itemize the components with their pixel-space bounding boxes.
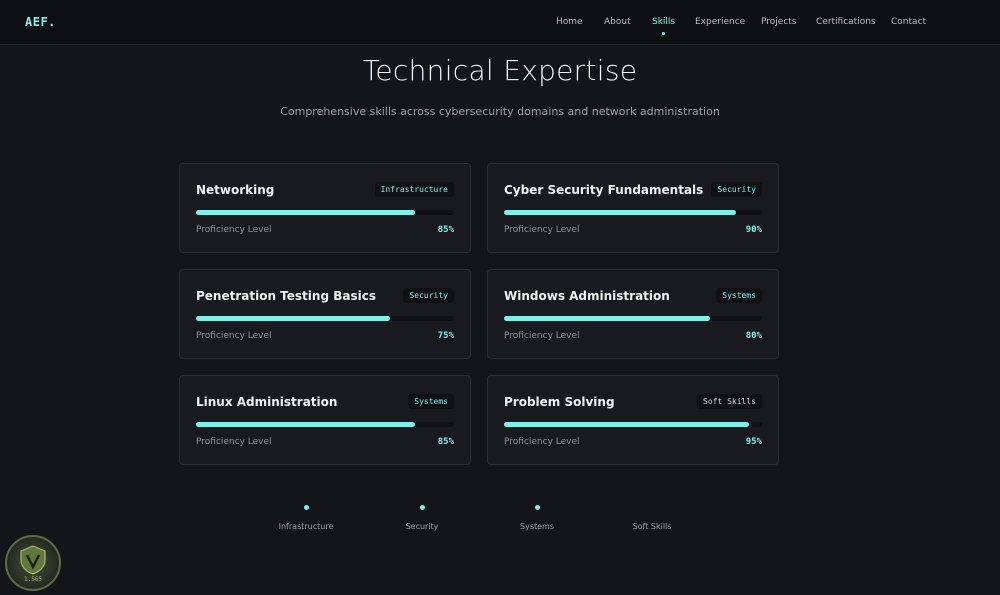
legend-dot (534, 505, 540, 510)
section-title: Technical Expertise (362, 54, 638, 87)
proficiency-bar (504, 422, 762, 427)
top-navbar: AEF. Home About Skills Experience Projec… (0, 0, 1000, 45)
nav-certifications[interactable]: Certifications (816, 17, 876, 27)
proficiency-bar (504, 316, 762, 321)
proficiency-bar (196, 422, 454, 427)
proficiency-bar (196, 210, 454, 215)
proficiency-label: Proficiency Level (504, 437, 580, 447)
skill-card-linux-administration: Linux Administration Systems Proficiency… (179, 375, 471, 465)
proficiency-label: Proficiency Level (196, 225, 272, 235)
proficiency-label: Proficiency Level (504, 331, 580, 341)
legend-label: Infrastructure (278, 522, 334, 531)
proficiency-bar-fill (196, 422, 416, 427)
proficiency-label: Proficiency Level (196, 331, 272, 341)
nav-links: Home About Skills Experience Projects Ce… (0, 17, 1000, 37)
skill-category-tag: Security (711, 182, 762, 197)
badge-text: 1.565 (23, 576, 43, 583)
legend-label: Systems (520, 522, 554, 531)
legend-dot (303, 505, 309, 510)
skill-category-tag: Infrastructure (374, 182, 454, 197)
proficiency-bar-fill (196, 316, 390, 321)
proficiency-value: 80% (745, 331, 762, 341)
skill-category-tag: Systems (408, 394, 454, 409)
nav-skills[interactable]: Skills (652, 17, 676, 35)
nav-contact[interactable]: Contact (891, 17, 927, 27)
legend-label: Security (405, 522, 439, 531)
proficiency-value: 90% (745, 225, 762, 235)
proficiency-value: 75% (437, 331, 454, 341)
skill-name: Problem Solving (504, 395, 615, 409)
legend-item-soft-skills: Soft Skills (612, 505, 692, 531)
legend-dot (419, 505, 425, 510)
watermark-badge: 1.565 (5, 535, 61, 591)
proficiency-bar-fill (504, 210, 737, 215)
skill-card-windows-administration: Windows Administration Systems Proficien… (487, 269, 779, 359)
proficiency-bar (504, 210, 762, 215)
skill-category-tag: Security (403, 288, 454, 303)
skill-name: Networking (196, 183, 275, 197)
skill-card-cyber-security: Cyber Security Fundamentals Security Pro… (487, 163, 779, 253)
proficiency-bar-fill (504, 422, 750, 427)
skill-category-tag: Systems (716, 288, 762, 303)
proficiency-value: 85% (437, 225, 454, 235)
proficiency-value: 95% (745, 437, 762, 447)
legend-item-security: Security (382, 505, 462, 531)
proficiency-bar-fill (504, 316, 711, 321)
legend-item-systems: Systems (497, 505, 577, 531)
skill-card-penetration-testing: Penetration Testing Basics Security Prof… (179, 269, 471, 359)
skill-name: Windows Administration (504, 289, 670, 303)
legend-item-infrastructure: Infrastructure (266, 505, 346, 531)
legend-label: Soft Skills (632, 522, 672, 531)
skill-name: Linux Administration (196, 395, 338, 409)
skill-card-networking: Networking Infrastructure Proficiency Le… (179, 163, 471, 253)
skill-name: Cyber Security Fundamentals (504, 183, 704, 197)
active-indicator-dot (662, 32, 666, 35)
proficiency-bar-fill (196, 210, 416, 215)
nav-experience[interactable]: Experience (695, 17, 746, 27)
shield-icon (20, 545, 46, 575)
nav-skills-label: Skills (652, 17, 676, 27)
skill-category-tag: Soft Skills (697, 394, 762, 409)
site-logo[interactable]: AEF. (25, 15, 56, 29)
skill-name: Penetration Testing Basics (196, 289, 376, 303)
nav-about[interactable]: About (604, 17, 631, 27)
proficiency-bar (196, 316, 454, 321)
proficiency-label: Proficiency Level (196, 437, 272, 447)
nav-home[interactable]: Home (556, 17, 583, 27)
section-subtitle: Comprehensive skills across cybersecurit… (280, 105, 720, 118)
nav-projects[interactable]: Projects (761, 17, 797, 27)
skill-card-problem-solving: Problem Solving Soft Skills Proficiency … (487, 375, 779, 465)
proficiency-label: Proficiency Level (504, 225, 580, 235)
proficiency-value: 85% (437, 437, 454, 447)
